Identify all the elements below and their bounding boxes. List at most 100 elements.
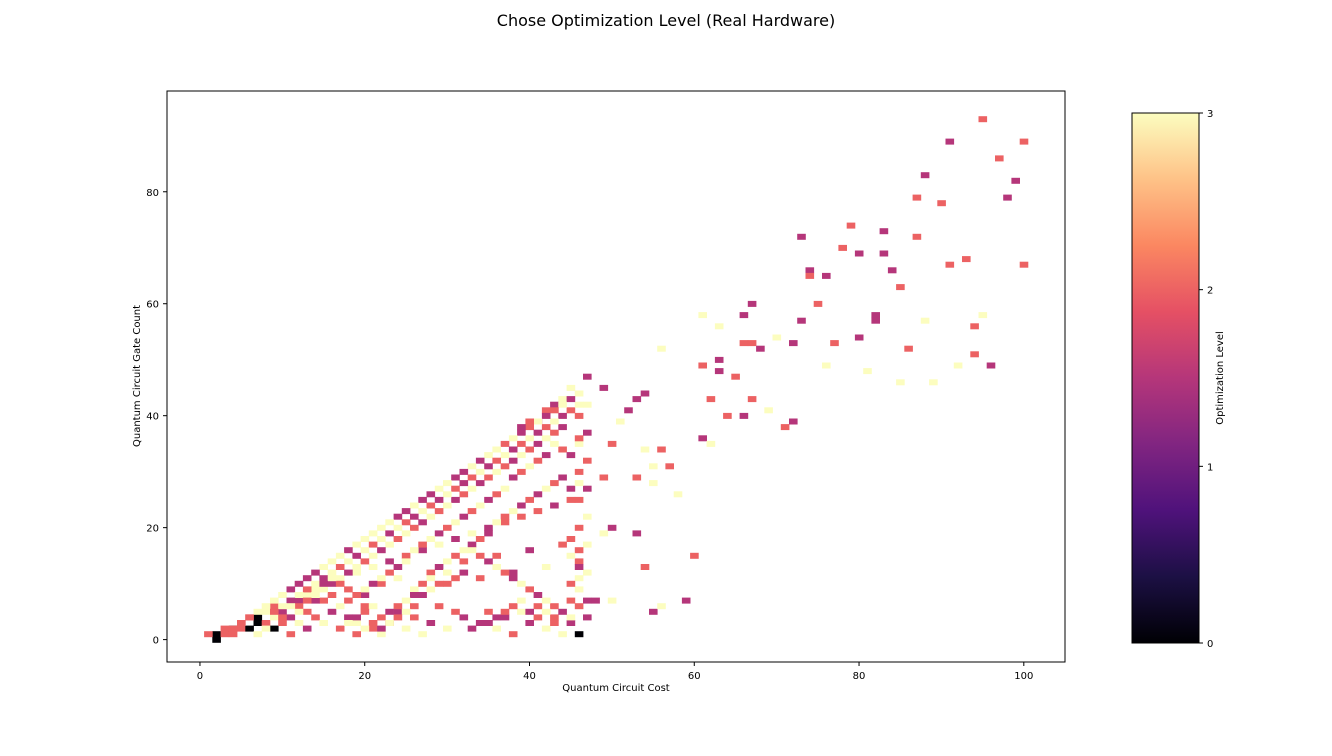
heatmap-cell xyxy=(500,440,510,447)
heatmap-cell xyxy=(360,586,370,593)
heatmap-cell xyxy=(805,267,815,274)
heatmap-cell xyxy=(541,407,551,414)
heatmap-cell xyxy=(459,569,469,576)
heatmap-cell xyxy=(690,552,699,559)
heatmap-cell xyxy=(434,564,444,570)
heatmap-cell xyxy=(401,508,411,515)
heatmap-cell xyxy=(550,418,559,425)
plot-area xyxy=(166,90,1066,663)
heatmap-cell xyxy=(698,435,707,442)
heatmap-cell xyxy=(484,608,493,615)
heatmap-cell xyxy=(451,575,460,582)
heatmap-cell xyxy=(459,491,469,498)
heatmap-cell xyxy=(368,530,378,537)
heatmap-cell xyxy=(278,620,287,626)
heatmap-cell xyxy=(484,524,493,531)
heatmap-cell xyxy=(368,541,378,548)
heatmap-cell xyxy=(418,580,427,587)
heatmap-cell xyxy=(368,564,378,570)
heatmap-cell xyxy=(319,580,328,587)
heatmap-cell xyxy=(508,446,518,453)
heatmap-cell xyxy=(253,631,263,638)
heatmap-cell xyxy=(344,597,353,604)
heatmap-cell xyxy=(541,452,551,459)
heatmap-cell xyxy=(270,614,279,621)
heatmap-cell xyxy=(574,575,584,582)
heatmap-cell xyxy=(451,485,460,492)
heatmap-cell xyxy=(550,401,559,408)
heatmap-cell xyxy=(286,586,296,593)
heatmap-cell xyxy=(566,620,576,626)
heatmap-cell xyxy=(640,564,650,570)
heatmap-cell xyxy=(360,547,370,554)
heatmap-cell xyxy=(550,603,559,610)
heatmap-cell xyxy=(352,569,361,576)
heatmap-cell xyxy=(319,620,328,626)
heatmap-cell xyxy=(352,564,361,570)
heatmap-cell xyxy=(541,597,551,604)
heatmap-cell xyxy=(929,379,938,386)
heatmap-cells xyxy=(204,116,1029,643)
x-axis-ticks: 0 20 40 60 80 100 xyxy=(197,662,1033,682)
heatmap-cell xyxy=(508,474,518,481)
heatmap-cell xyxy=(525,435,534,442)
heatmap-cell xyxy=(393,608,403,615)
heatmap-cell xyxy=(401,608,411,615)
heatmap-cell xyxy=(245,614,254,621)
heatmap-cell xyxy=(311,569,320,576)
heatmap-cell xyxy=(443,580,452,587)
heatmap-cell xyxy=(978,312,988,319)
heatmap-cell xyxy=(558,608,567,615)
heatmap-cell xyxy=(550,429,559,436)
heatmap-cell xyxy=(533,614,543,621)
heatmap-cell xyxy=(525,547,534,554)
heatmap-cell xyxy=(863,368,872,375)
heatmap-cell xyxy=(344,558,353,565)
x-tick-label: 100 xyxy=(1014,671,1033,682)
heatmap-cell xyxy=(360,625,370,632)
heatmap-cell xyxy=(541,424,551,431)
heatmap-cell xyxy=(410,614,419,621)
heatmap-cell xyxy=(566,452,576,459)
heatmap-cell xyxy=(368,620,378,626)
heatmap-cell xyxy=(270,625,279,632)
heatmap-cell xyxy=(533,418,543,425)
heatmap-cell xyxy=(1011,177,1020,184)
heatmap-cell xyxy=(311,614,320,621)
heatmap-cell xyxy=(418,592,427,598)
heatmap-cell xyxy=(492,519,501,526)
heatmap-cell xyxy=(912,194,922,201)
x-tick-label: 0 xyxy=(197,671,203,682)
heatmap-cell xyxy=(558,396,567,403)
heatmap-cell xyxy=(747,340,757,347)
heatmap-cell xyxy=(475,552,485,559)
heatmap-cell xyxy=(302,586,312,593)
heatmap-cell xyxy=(706,396,716,403)
heatmap-cell xyxy=(904,345,913,352)
heatmap-cell xyxy=(550,440,559,447)
heatmap-cell xyxy=(393,575,403,582)
heatmap-cell xyxy=(517,513,526,520)
heatmap-cell xyxy=(377,547,386,554)
heatmap-cell xyxy=(393,524,403,531)
heatmap-cell xyxy=(475,620,485,626)
heatmap-cell xyxy=(286,614,296,621)
heatmap-cell xyxy=(508,508,518,515)
heatmap-cell xyxy=(475,536,485,542)
heatmap-cell xyxy=(574,496,584,503)
heatmap-cell xyxy=(632,474,642,481)
heatmap-cell xyxy=(566,485,576,492)
heatmap-cell xyxy=(995,155,1004,162)
heatmap-cell xyxy=(574,631,584,638)
heatmap-cell xyxy=(492,614,501,621)
heatmap-cell xyxy=(426,513,436,520)
heatmap-cell xyxy=(525,446,534,453)
heatmap-cell xyxy=(418,631,427,638)
heatmap-cell xyxy=(920,317,930,324)
heatmap-cell xyxy=(953,362,963,369)
heatmap-cell xyxy=(607,597,617,604)
heatmap-cell xyxy=(797,317,806,324)
heatmap-cell xyxy=(649,608,658,615)
heatmap-cell xyxy=(492,468,501,475)
heatmap-cell xyxy=(533,603,543,610)
